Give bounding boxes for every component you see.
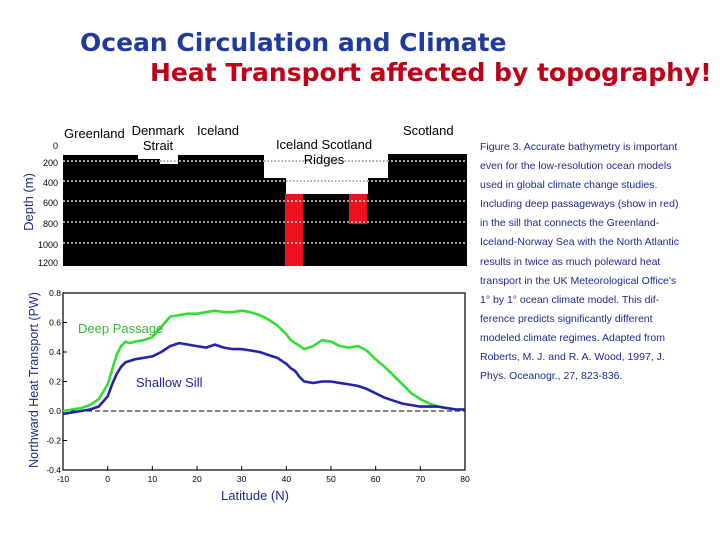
depth-axis-label: Depth (m) [21, 173, 36, 231]
slide-title: Ocean Circulation and Climate [80, 28, 507, 57]
region-label-strait: Strait [143, 138, 174, 153]
region-label-scotland: Scotland [403, 123, 454, 138]
caption-line: transport in the UK Meteorological Offic… [480, 274, 677, 287]
depth-tick: 400 [43, 178, 58, 188]
x-tick-label: 30 [237, 474, 247, 484]
slide-subtitle: Heat Transport affected by topography! [150, 58, 712, 87]
caption-line: 1° by 1° ocean climate model. This dif- [480, 293, 660, 306]
y-tick-label: 0.0 [49, 406, 61, 416]
depth-tick: 800 [43, 219, 58, 229]
region-label-iceland: Iceland [197, 123, 239, 138]
region-label-iceland-scotland: Iceland Scotland [276, 137, 372, 152]
y-axis-label: Northward Heat Transport (PW) [27, 292, 41, 468]
y-tick-label: 0.6 [49, 318, 61, 328]
bathymetry-section: 0 200 400 600 800 1000 1200 Depth (m) Gr… [21, 123, 467, 268]
x-tick-label: 10 [148, 474, 158, 484]
region-label-denmark: Denmark [132, 123, 185, 138]
depth-tick: 0 [53, 141, 58, 151]
caption-line: even for the low-resolution ocean models [480, 160, 672, 173]
caption-line: Including deep passageways (show in red) [480, 198, 679, 211]
depth-tick: 600 [43, 198, 58, 208]
water-denmark-strait [138, 142, 160, 159]
depth-tick: 200 [43, 158, 58, 168]
region-label-greenland: Greenland [64, 126, 125, 141]
plot-frame [62, 292, 466, 471]
series-line-deep-passage [62, 309, 465, 413]
y-tick-label: 0.8 [49, 288, 61, 298]
x-tick-label: 50 [326, 474, 336, 484]
caption-line: results in twice as much poleward heat [480, 255, 661, 268]
y-tick-label: 0.2 [49, 377, 61, 387]
water-gridlines [160, 160, 388, 182]
caption-line: Figure 3. Accurate bathymetry is importa… [480, 141, 678, 153]
caption-line: Iceland-Norway Sea with the North Atlant… [480, 236, 680, 249]
water-ridge-deep [286, 142, 368, 194]
depth-tick: 1000 [38, 240, 58, 250]
deep-passage-east [349, 194, 367, 224]
x-tick-label: 20 [192, 474, 202, 484]
x-tick-label: 0 [105, 474, 110, 484]
y-tick-label: 0.4 [49, 347, 61, 357]
caption-line: Phys. Oceanogr., 27, 823-836. [480, 370, 623, 383]
water-ridge-west [264, 142, 286, 178]
y-tick-label: -0.4 [46, 465, 61, 475]
water-denmark-strait-deep [160, 142, 178, 164]
caption-line: modeled climate regimes. Adapted from [480, 331, 666, 344]
heat-transport-chart: 0.8 0.6 0.4 0.2 0.0 -0.2 -0.4 -10 0 10 20 30 40 50 60… [27, 288, 470, 503]
legend-shallow-sill: Shallow Sill [136, 375, 203, 390]
region-label-ridges: Ridges [304, 152, 345, 167]
legend-deep-passage: Deep Passage [78, 321, 163, 336]
x-tick-label: -10 [57, 474, 70, 484]
x-tick-label: 40 [282, 474, 292, 484]
water-ridge-east [368, 142, 388, 178]
caption-line: used in global climate change studies. [480, 179, 658, 192]
series-line-shallow-sill [62, 341, 465, 416]
caption-line: ference predicts significantly different [480, 312, 653, 325]
depth-tick: 1200 [38, 258, 58, 268]
figure-caption: Figure 3. Accurate bathymetry is importa… [480, 138, 716, 386]
caption-line: Roberts, M. J. and R. A. Wood, 1997, J. [480, 351, 665, 364]
deep-passage-west [285, 194, 303, 266]
water-greenland [63, 142, 138, 155]
x-tick-label: 70 [416, 474, 426, 484]
x-tick-label: 80 [460, 474, 470, 484]
x-tick-label: 60 [371, 474, 381, 484]
water-iceland [178, 142, 264, 155]
y-tick-label: -0.2 [46, 436, 61, 446]
water-scotland [388, 142, 467, 154]
x-axis-label: Latitude (N) [221, 488, 289, 503]
caption-line: in the sill that connects the Greenland- [480, 217, 660, 230]
